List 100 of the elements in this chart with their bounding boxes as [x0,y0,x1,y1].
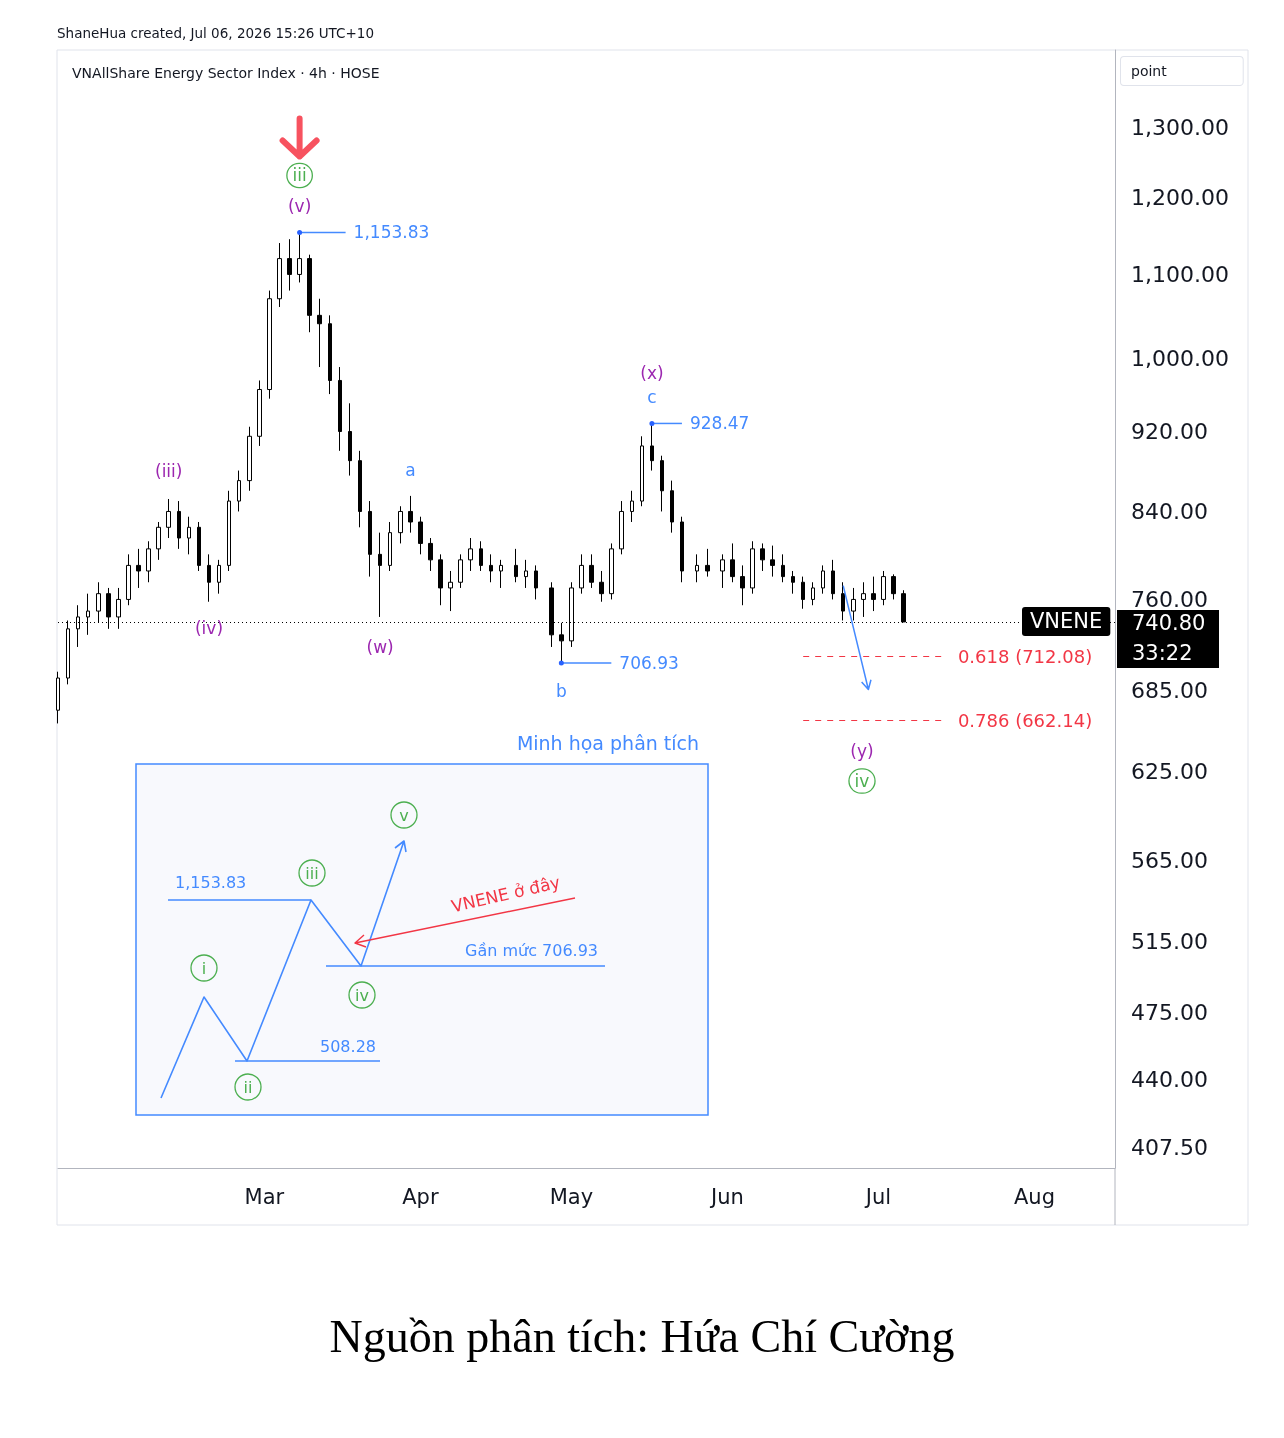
candlestick [287,238,292,292]
annotation: (iv) [194,617,224,638]
text: VNAllShare Energy Sector Index · 4h · HOSE [72,65,380,81]
candlestick [207,553,211,603]
annotation: 928.47 [689,413,750,434]
candlestick [146,540,151,583]
annotation: c [647,387,657,408]
candlestick [388,521,392,572]
candlestick [841,581,845,621]
annotation: iv [854,771,870,791]
x-tick-label: Aug [1013,1184,1055,1209]
candlestick [811,581,815,606]
x-tick-label: May [549,1184,594,1209]
x-tick-label: Jul [863,1184,892,1209]
ref-line-label: VNENE [1030,609,1103,634]
x-tick-label: Jun [709,1184,744,1209]
candlestick [720,553,725,589]
candlestick [418,516,423,555]
candlestick [428,537,433,572]
annotation: iii [305,864,319,883]
text: ShaneHua created, Jul 06, 2026 15:26 UTC+10 [57,25,374,41]
annotation: 1,153.83 [353,222,430,243]
y-tick-label: 840.00 [1131,498,1208,524]
candlestick [831,559,835,600]
candlestick [448,570,453,612]
candlestick [579,553,584,595]
y-tick-label: 440.00 [1131,1067,1208,1093]
y-tick-label: 1,200.00 [1131,185,1229,211]
candlestick [705,548,710,578]
candlestick [589,553,594,589]
candlestick [237,470,241,512]
candlestick [599,570,604,603]
candlestick [297,231,302,283]
candlestick [740,564,745,606]
candlestick [489,553,493,583]
candlestick [328,314,332,395]
candlestick [609,542,614,600]
text: 740.80 [1132,610,1206,635]
candlestick [187,516,191,555]
candlestick [348,402,352,477]
annotation: (iii) [155,460,183,481]
candlestick [630,490,634,523]
x-tick-label: Apr [402,1184,439,1209]
candlestick [307,254,312,333]
candlestick [871,576,876,612]
candlestick [136,548,141,589]
annotation: (w) [366,636,394,657]
candlestick [247,426,252,492]
candlestick [781,553,785,583]
candlestick [881,570,886,606]
candlestick [317,298,322,368]
annotation: Minh họa phân tích [516,732,700,754]
candlestick [660,455,664,512]
y-tick-label: 565.00 [1131,847,1208,873]
candlestick [851,587,856,621]
candlestick [524,559,528,589]
candlestick [468,537,473,572]
candlestick [750,540,755,595]
candlestick [619,500,624,555]
y-tick-label: 1,100.00 [1131,261,1229,287]
candlestick [217,559,221,595]
y-tick-label: 407.50 [1131,1134,1208,1160]
annotation: i [201,959,207,978]
candlestick [197,521,201,572]
annotation: (x) [640,363,664,384]
candlestick [257,379,262,447]
candlestick [156,521,161,561]
annotation: v [399,806,409,825]
y-tick-label: 1,300.00 [1131,115,1229,141]
candlestick [640,435,644,507]
candlestick [891,573,896,600]
candlestick [177,500,181,550]
y-tick-label: 625.00 [1131,758,1208,784]
annotation: VNENE ở đây [449,871,562,917]
annotation: ii [243,1078,253,1097]
y-tick-label: 685.00 [1131,678,1208,704]
candlestick [514,548,518,583]
candlestick [126,553,131,606]
candlestick [499,559,503,589]
candlestick [398,505,403,544]
candlestick [670,480,674,534]
candlestick [861,581,866,618]
candlestick [791,570,795,595]
candlestick [56,671,60,724]
candlestick [770,545,775,578]
candlestick [680,516,684,583]
candlestick [534,564,538,600]
candlestick [338,366,342,452]
annotation: a [405,459,416,480]
annotation: 508.28 [320,1037,376,1056]
candlestick [559,622,564,664]
candlestick [378,532,382,618]
annotation: (v) [287,196,312,217]
candlestick [650,422,654,472]
candlestick [267,290,272,400]
annotation: Gần mức 706.93 [465,941,599,960]
candlestick [368,500,372,578]
ref-line-label: 0.786 (662.14) [957,710,1093,732]
candlestick [277,242,282,308]
candlestick [458,553,463,589]
